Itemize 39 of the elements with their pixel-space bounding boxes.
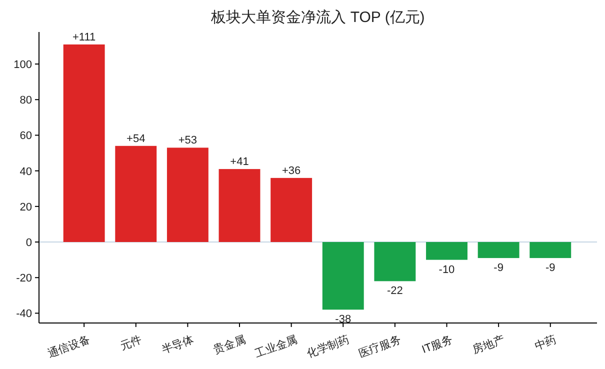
bar bbox=[426, 242, 468, 260]
y-tick-label: 0 bbox=[26, 237, 32, 250]
data-label: +53 bbox=[178, 134, 198, 147]
y-tick-label: -40 bbox=[16, 308, 32, 320]
data-label: +54 bbox=[126, 132, 146, 145]
y-tick-label: 60 bbox=[20, 130, 32, 142]
bar bbox=[478, 242, 520, 258]
x-tick-label: 贵金属 bbox=[212, 332, 248, 356]
data-label: -38 bbox=[335, 314, 352, 326]
x-tick-label: 工业金属 bbox=[253, 332, 300, 360]
data-label: -22 bbox=[386, 285, 403, 298]
bar bbox=[63, 44, 105, 242]
y-tick-label: 100 bbox=[14, 59, 32, 72]
x-tick-label: 中药 bbox=[532, 332, 558, 353]
x-tick-label: 化学制药 bbox=[305, 332, 351, 360]
chart-title: 板块大单资金净流入 TOP (亿元) bbox=[210, 9, 425, 26]
data-label: -10 bbox=[438, 264, 455, 276]
bar bbox=[322, 242, 364, 310]
x-tick-label: 房地产 bbox=[470, 332, 506, 356]
bar bbox=[270, 178, 312, 242]
data-label: -9 bbox=[545, 262, 556, 274]
y-tick-label: 80 bbox=[20, 94, 32, 107]
x-tick-label: 元件 bbox=[118, 334, 144, 353]
x-tick-label: IT服务 bbox=[420, 334, 454, 356]
x-tick-label: 半导体 bbox=[160, 332, 196, 356]
data-label: +36 bbox=[282, 164, 301, 177]
bar bbox=[374, 242, 416, 282]
y-tick-label: 40 bbox=[20, 166, 32, 178]
x-tick-label: 医疗服务 bbox=[356, 332, 403, 360]
bar bbox=[530, 242, 572, 258]
bar bbox=[166, 148, 208, 242]
data-label: +41 bbox=[230, 156, 249, 168]
y-tick-label: 20 bbox=[20, 201, 32, 214]
x-tick-label: 通信设备 bbox=[46, 332, 92, 360]
data-label: +111 bbox=[72, 31, 96, 44]
data-label: -9 bbox=[494, 262, 504, 274]
bar bbox=[218, 169, 260, 242]
bar bbox=[115, 146, 157, 242]
y-tick-label: -20 bbox=[16, 272, 32, 285]
